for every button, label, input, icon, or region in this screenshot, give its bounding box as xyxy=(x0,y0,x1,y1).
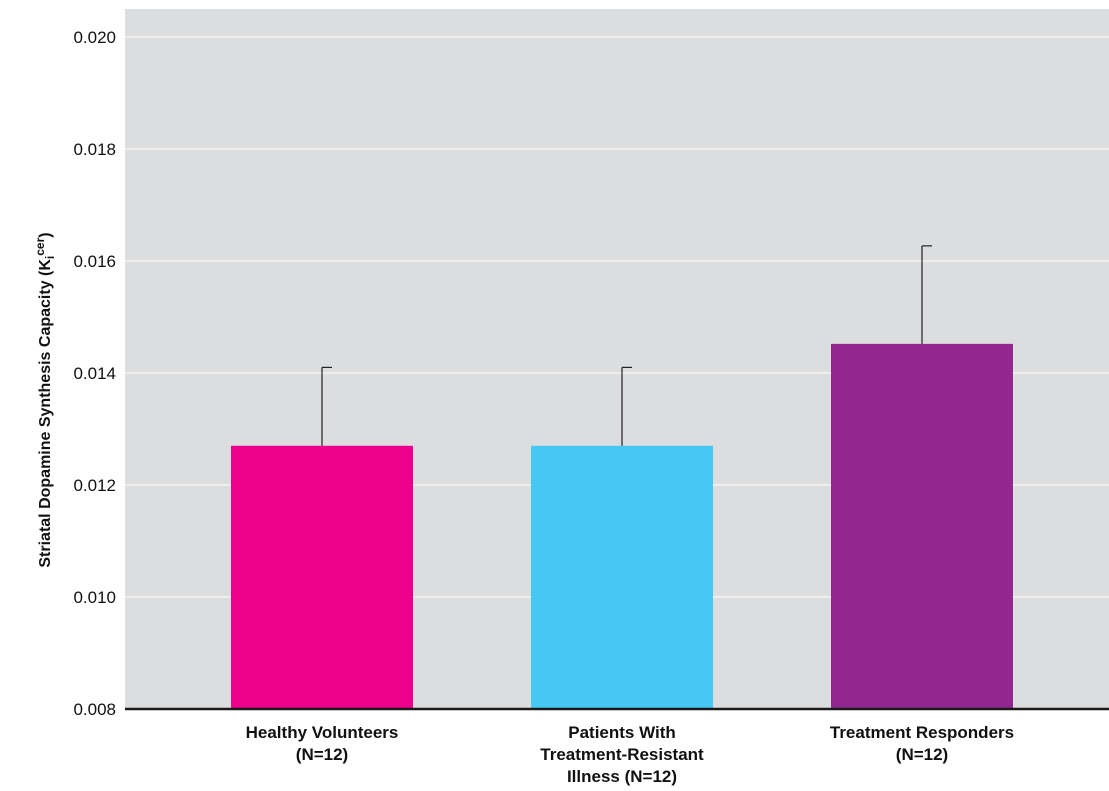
x-category-label-line: Patients With xyxy=(568,723,676,742)
y-axis-title-subscript: i xyxy=(43,256,57,259)
x-category-label-line: Treatment Responders xyxy=(830,723,1014,742)
bar xyxy=(231,445,413,709)
y-tick-label: 0.014 xyxy=(73,364,116,383)
y-tick-label: 0.010 xyxy=(73,588,116,607)
bars xyxy=(231,343,1013,709)
y-tick-label: 0.012 xyxy=(73,476,116,495)
y-tick-label: 0.016 xyxy=(73,252,116,271)
x-category-label: Healthy Volunteers (N=12) xyxy=(246,723,399,764)
x-category-label-line: Illness (N=12) xyxy=(567,767,677,786)
x-category-labels: Healthy Volunteers (N=12) Patients With Tre… xyxy=(246,723,1014,786)
x-category-label: Patients With Treatment-Resistant Illness … xyxy=(540,723,704,786)
y-axis-title-superscript: cer xyxy=(33,237,47,255)
x-category-label-line: (N=12) xyxy=(296,745,348,764)
y-tick-label: 0.018 xyxy=(73,140,116,159)
x-category-label: Treatment Responders (N=12) xyxy=(830,723,1014,764)
x-category-label-line: (N=12) xyxy=(896,745,948,764)
y-tick-label: 0.008 xyxy=(73,700,116,719)
error-bars xyxy=(321,245,932,446)
bar xyxy=(831,343,1013,709)
x-category-label-line: Healthy Volunteers xyxy=(246,723,399,742)
bar xyxy=(531,445,713,709)
y-axis-title-main: Striatal Dopamine Synthesis Capacity (K xyxy=(37,259,54,568)
y-tick-labels: 0.008 0.010 0.012 0.014 0.016 0.018 0.020 xyxy=(73,28,116,719)
y-axis-title-suffix: ) xyxy=(37,232,54,237)
y-axis-title: Striatal Dopamine Synthesis Capacity (Ki… xyxy=(33,232,57,567)
y-tick-label: 0.020 xyxy=(73,28,116,47)
x-category-label-line: Treatment-Resistant xyxy=(540,745,704,764)
